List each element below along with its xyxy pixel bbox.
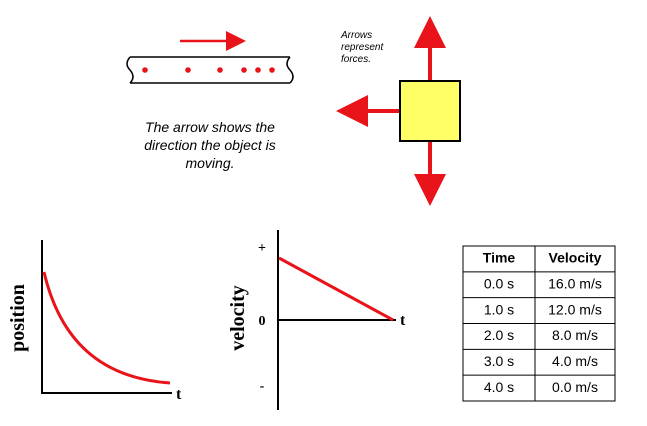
position-graph: t position [7,240,182,403]
note-line: represent [341,42,384,53]
header-cell: Time [483,250,516,266]
motion-note: The arrow shows the direction the object… [144,119,276,171]
header-cell: Velocity [549,250,602,266]
table-cell: 16.0 m/s [548,275,602,291]
force-note: Arrows represent forces. [340,30,384,65]
data-table: Time Velocity 0.0 s 16.0 m/s 1.0 s 12.0 m/s 2.… [462,245,616,402]
y-label: position [7,284,29,352]
table-cell: 3.0 s [484,353,514,369]
note-line: Arrows [340,30,372,41]
x-label: t [400,312,406,329]
y-label: velocity [227,285,249,351]
force-diagram [336,16,461,206]
table-cell: 4.0 s [484,379,514,395]
table-cell: 2.0 s [484,327,514,343]
table-cell: 1.0 s [484,301,514,317]
x-label: t [176,386,182,403]
minus-label: - [260,379,265,394]
note-line: direction the object is [144,137,276,153]
table-cell: 0.0 s [484,275,514,291]
table-cell: 0.0 m/s [552,379,598,395]
note-line: forces. [341,54,371,65]
plus-label: + [258,241,266,256]
table-cell: 12.0 m/s [548,301,602,317]
note-line: moving. [185,155,234,171]
velocity-graph: t + 0 - velocity [227,230,406,410]
table-cell: 4.0 m/s [552,353,598,369]
zero-label: 0 [259,314,266,329]
note-line: The arrow shows the [145,119,275,135]
motion-strip [126,31,294,84]
table-cell: 8.0 m/s [552,327,598,343]
